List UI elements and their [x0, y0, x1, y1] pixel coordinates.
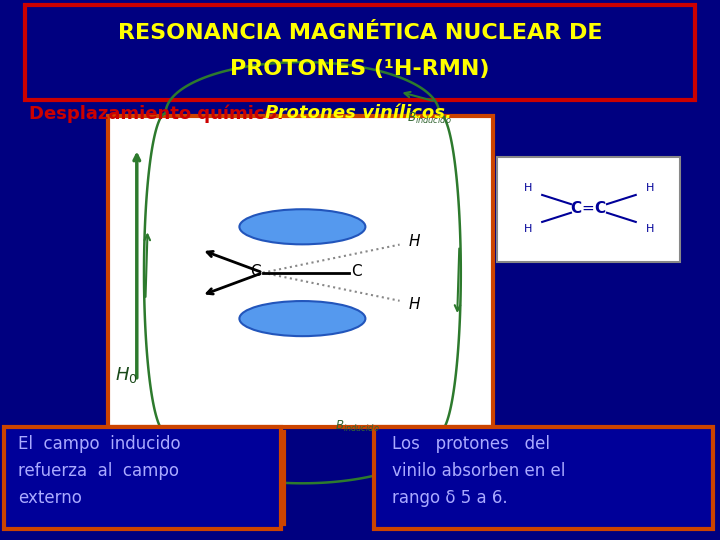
Text: H: H — [646, 224, 654, 234]
Text: El  campo  inducido
refuerza  al  campo
externo: El campo inducido refuerza al campo exte… — [18, 435, 181, 507]
Text: $H_0$: $H_0$ — [114, 365, 138, 386]
FancyBboxPatch shape — [374, 427, 713, 529]
Text: RESONANCIA MAGNÉTICA NUCLEAR DE: RESONANCIA MAGNÉTICA NUCLEAR DE — [118, 23, 602, 44]
Text: Los   protones   del
vinilo absorben en el
rango δ 5 a 6.: Los protones del vinilo absorben en el r… — [392, 435, 566, 507]
Ellipse shape — [239, 301, 365, 336]
Text: C$\!=\!$C: C$\!=\!$C — [570, 200, 608, 217]
FancyBboxPatch shape — [497, 157, 680, 262]
Ellipse shape — [239, 209, 365, 244]
FancyBboxPatch shape — [25, 5, 695, 100]
Text: H: H — [523, 224, 532, 234]
Text: H: H — [408, 234, 420, 249]
Text: PROTONES (¹H-RMN): PROTONES (¹H-RMN) — [230, 58, 490, 79]
Text: Desplazamiento químico.: Desplazamiento químico. — [29, 104, 289, 123]
Text: Protones vinílicos.: Protones vinílicos. — [265, 104, 452, 123]
Text: C: C — [251, 264, 261, 279]
Text: $B_{inducido}$: $B_{inducido}$ — [407, 111, 451, 126]
Text: C: C — [351, 264, 361, 279]
Text: H: H — [523, 183, 532, 193]
Text: H: H — [408, 296, 420, 312]
FancyBboxPatch shape — [108, 116, 493, 427]
Text: $B_{inducido}$: $B_{inducido}$ — [335, 419, 379, 434]
FancyBboxPatch shape — [4, 427, 281, 529]
Text: H: H — [646, 183, 654, 193]
